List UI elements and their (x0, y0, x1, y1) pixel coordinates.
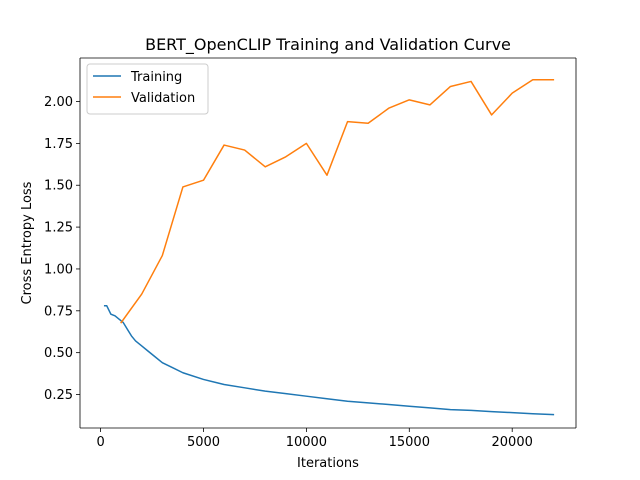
y-axis-label: Cross Entropy Loss (20, 181, 35, 304)
y-tick-label: 1.50 (44, 179, 73, 194)
series-line-validation (120, 79, 555, 324)
x-tick-label: 15000 (389, 435, 430, 450)
legend-label-validation: Validation (131, 91, 195, 106)
x-tick-label: 5000 (187, 435, 220, 450)
x-tick-label: 20000 (492, 435, 533, 450)
legend: Training Validation (86, 63, 209, 115)
chart-title: BERT_OpenCLIP Training and Validation Cu… (145, 35, 511, 55)
series-line-training (103, 305, 555, 416)
y-tick-label: 0.25 (44, 388, 73, 403)
legend-label-training: Training (130, 70, 182, 85)
y-tick-label: 2.00 (44, 95, 73, 110)
x-axis-label: Iterations (297, 456, 359, 471)
y-tick-label: 1.25 (44, 221, 73, 236)
x-tick-label: 10000 (286, 435, 327, 450)
y-tick-label: 0.75 (44, 304, 73, 319)
series-layer (103, 79, 555, 416)
y-tick-label: 1.00 (44, 262, 73, 277)
y-tick-label: 0.50 (44, 346, 73, 361)
x-axis-ticks: 0 5000 10000 15000 20000 (96, 428, 533, 450)
y-tick-label: 1.75 (44, 137, 73, 152)
y-axis-ticks: 0.25 0.50 0.75 1.00 1.25 1.50 1.75 2.00 (44, 95, 80, 403)
x-tick-label: 0 (96, 435, 104, 450)
plot-area (80, 58, 576, 428)
